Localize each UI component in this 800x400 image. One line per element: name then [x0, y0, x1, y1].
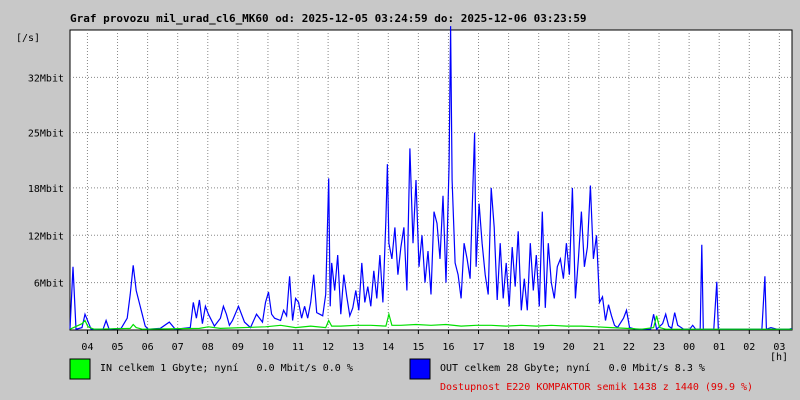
x-tick-label: 22 [623, 342, 635, 353]
x-tick-label: 08 [202, 342, 214, 353]
x-tick-label: 19 [533, 342, 545, 353]
x-tick-label: 23 [653, 342, 665, 353]
legend-out-text: OUT celkem 28 Gbyte; nyní 0.0 Mbit/s 8.3… [440, 362, 705, 374]
chart-title: Graf provozu mil_urad_cl6_MK60 od: 2025-… [70, 12, 587, 25]
y-tick-label: 25Mbit [28, 129, 64, 140]
x-tick-label: 17 [473, 342, 485, 353]
x-tick-label: 03 [773, 342, 785, 353]
legend-in-text: IN celkem 1 Gbyte; nyní 0.0 Mbit/s 0.0 % [100, 362, 353, 374]
y-tick-label: 6Mbit [34, 279, 64, 290]
x-tick-label: 01 [713, 342, 725, 353]
legend-out-swatch [409, 358, 431, 380]
x-tick-label: 20 [563, 342, 575, 353]
y-axis-unit-label: [/s] [16, 33, 40, 44]
x-tick-label: 04 [81, 342, 93, 353]
x-tick-label: 21 [593, 342, 605, 353]
series-line-out [69, 26, 793, 331]
legend-in-swatch [69, 358, 91, 380]
y-tick-label: 18Mbit [28, 184, 64, 195]
x-tick-label: 18 [503, 342, 515, 353]
x-tick-label: 02 [743, 342, 755, 353]
x-tick-label: 10 [262, 342, 274, 353]
x-tick-label: 00 [683, 342, 695, 353]
series-line-in [69, 311, 792, 330]
x-tick-label: 11 [292, 342, 304, 353]
x-tick-label: 15 [412, 342, 424, 353]
x-tick-label: 06 [142, 342, 154, 353]
availability-text: Dostupnost E220 KOMPAKTOR semik 1438 z 1… [440, 382, 753, 393]
x-tick-label: 13 [352, 342, 364, 353]
x-tick-label: 16 [442, 342, 454, 353]
x-tick-label: 14 [382, 342, 394, 353]
x-tick-label: 09 [232, 342, 244, 353]
x-tick-label: 12 [322, 342, 334, 353]
x-axis-unit-label: [h] [770, 352, 788, 363]
x-tick-label: 07 [172, 342, 184, 353]
y-tick-label: 12Mbit [28, 231, 64, 242]
y-tick-label: 32Mbit [28, 73, 64, 84]
x-tick-label: 05 [112, 342, 124, 353]
